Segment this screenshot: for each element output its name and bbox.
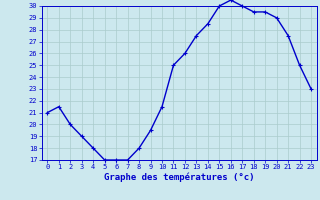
X-axis label: Graphe des températures (°c): Graphe des températures (°c) [104, 173, 254, 182]
